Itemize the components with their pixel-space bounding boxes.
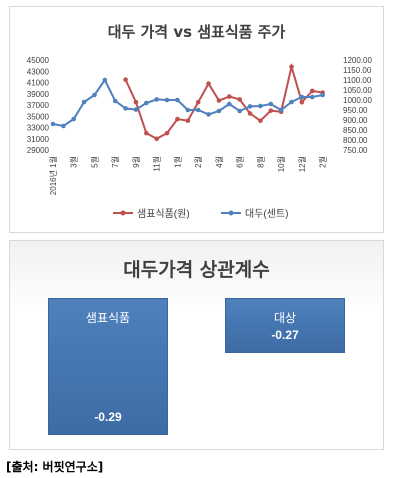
bar-label-samphyo: 샘표식품 xyxy=(85,311,131,325)
series-point-1 xyxy=(71,116,77,122)
series-point-1 xyxy=(61,123,66,129)
line-chart-panel: 대두 가격 vs 샘표식품 주가 29000 31000 33000 35000 370… xyxy=(9,6,384,233)
series-point-0 xyxy=(144,130,149,136)
x-axis-tick-label: 6월 xyxy=(235,156,245,168)
x-axis-tick-label: 3월 xyxy=(69,156,79,168)
bar-value-samphyo: -0.29 xyxy=(94,410,122,424)
series-point-0 xyxy=(195,99,201,105)
series-point-1 xyxy=(278,107,284,113)
left-axis-tick-label: 45000 xyxy=(27,56,50,65)
left-axis-tick-label: 31000 xyxy=(27,135,50,144)
right-axis-tick-label: 800.00 xyxy=(343,136,368,145)
left-axis-tick-label: 35000 xyxy=(27,112,50,121)
right-axis-tick-label: 950.00 xyxy=(343,106,368,115)
series-point-0 xyxy=(247,111,253,116)
series-point-0 xyxy=(237,97,242,102)
series-point-1 xyxy=(185,107,191,113)
bar-label-daesang: 대상 xyxy=(273,311,297,325)
series-point-1 xyxy=(320,92,325,98)
right-axis-tick-label: 750.00 xyxy=(343,146,368,155)
series-point-1 xyxy=(81,99,87,105)
x-axis-tick-label: 8월 xyxy=(255,156,265,168)
series-point-0 xyxy=(309,88,315,94)
series-point-0 xyxy=(133,99,139,105)
bar-daesang: 대상 -0.27 xyxy=(225,298,345,353)
left-axis-tick-label: 43000 xyxy=(27,67,50,76)
left-axis-tick-label: 39000 xyxy=(27,90,50,99)
x-axis-tick-label: 11월 xyxy=(152,156,162,172)
bar-samphyo: 샘표식품 -0.29 xyxy=(48,298,168,435)
legend-label-0: 샘표식품(원) xyxy=(137,208,190,220)
legend-marker-1 xyxy=(228,210,234,216)
series-point-1 xyxy=(299,94,305,100)
right-axis-tick-label: 1200.00 xyxy=(343,56,372,65)
series-point-0 xyxy=(258,118,263,124)
bar-chart-title: 대두가격 상관계수 xyxy=(123,259,270,281)
series-point-0 xyxy=(154,136,160,142)
series-point-1 xyxy=(289,99,294,105)
left-axis-tick-label: 37000 xyxy=(27,101,50,110)
right-axis-tick-label: 1100.00 xyxy=(343,76,372,85)
line-chart-svg: 29000 31000 33000 35000 37000 39000 41000 43000… xyxy=(27,56,373,220)
left-axis-tick-label: 29000 xyxy=(27,146,50,155)
series-point-0 xyxy=(175,116,180,122)
x-axis-tick-label: 4월 xyxy=(214,156,224,168)
source-note: [출처: 버핏연구소] xyxy=(6,460,104,474)
x-axis-tick-label: 12월 xyxy=(297,156,307,172)
series-point-1 xyxy=(216,108,222,114)
right-axis-tick-label: 1000.00 xyxy=(343,96,372,105)
x-axis-tick-label: 7월 xyxy=(110,156,120,168)
series-point-0 xyxy=(123,77,128,82)
series-point-1 xyxy=(268,101,274,107)
x-axis-tick-label: 2월 xyxy=(193,156,203,168)
series-point-1 xyxy=(309,94,315,100)
series-point-0 xyxy=(226,94,232,99)
right-axis-tick-label: 1150.00 xyxy=(343,66,372,75)
series-point-1 xyxy=(226,101,232,107)
right-axis-tick-label: 900.00 xyxy=(343,116,368,125)
line-chart-title: 대두 가격 vs 샘표식품 주가 xyxy=(107,23,286,41)
x-axis-tick-label: 2016년 1월 xyxy=(48,156,58,195)
series-point-1 xyxy=(195,107,201,113)
series-point-0 xyxy=(289,64,294,70)
right-axis-tick-label: 850.00 xyxy=(343,126,368,135)
series-point-1 xyxy=(258,103,263,109)
legend-marker-0 xyxy=(120,210,126,216)
series-point-0 xyxy=(185,118,191,124)
bar-chart-panel: 대두가격 상관계수 샘표식품 -0.29 대상 -0.27 xyxy=(9,240,384,450)
series-point-1 xyxy=(247,104,253,109)
series-point-1 xyxy=(112,98,118,104)
x-axis-tick-label: 2월 xyxy=(318,156,328,168)
x-axis-tick-label: 10월 xyxy=(276,156,286,172)
series-point-1 xyxy=(154,97,160,102)
series-point-0 xyxy=(216,98,222,103)
series-point-1 xyxy=(102,77,108,83)
series-point-0 xyxy=(299,99,305,105)
left-axis-tick-label: 33000 xyxy=(27,124,50,133)
series-point-1 xyxy=(133,107,139,112)
left-axis-tick-label: 41000 xyxy=(27,79,50,88)
series-point-0 xyxy=(268,108,274,113)
series-point-0 xyxy=(206,81,211,86)
legend-label-1: 대두(센트) xyxy=(245,208,288,220)
series-point-1 xyxy=(92,92,97,98)
x-axis-tick-label: 1월 xyxy=(172,156,182,168)
x-axis-tick-label: 5월 xyxy=(89,156,99,168)
x-axis-tick-label: 9월 xyxy=(131,156,141,168)
right-axis-tick-label: 1050.00 xyxy=(343,86,372,95)
series-point-1 xyxy=(50,121,56,127)
series-point-1 xyxy=(123,106,128,111)
series-point-1 xyxy=(144,100,149,106)
series-point-1 xyxy=(164,97,170,103)
series-point-1 xyxy=(237,108,242,114)
series-point-0 xyxy=(164,130,170,136)
series-point-1 xyxy=(175,97,180,103)
bar-value-daesang: -0.27 xyxy=(271,328,299,342)
series-point-1 xyxy=(206,112,211,117)
